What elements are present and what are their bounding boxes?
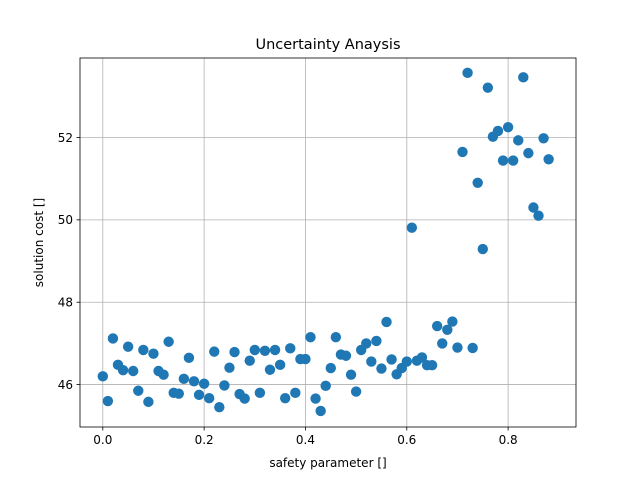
data-point [447, 316, 458, 327]
data-point [203, 392, 215, 404]
axes-frame [79, 57, 577, 428]
chart-title: Uncertainty Anaysis [255, 37, 400, 53]
x-tick-label: 0.8 [499, 433, 518, 447]
data-point [345, 369, 357, 380]
data-point [143, 396, 154, 408]
data-point [426, 360, 438, 371]
y-tick-label: 50 [58, 213, 73, 227]
data-point [477, 243, 488, 255]
x-tick-label: 0.2 [195, 433, 214, 447]
data-point [122, 341, 134, 352]
data-point [209, 346, 220, 357]
data-point [437, 338, 448, 349]
data-point [290, 387, 301, 399]
data-point [254, 387, 266, 399]
data-point [133, 385, 144, 396]
data-point [457, 146, 468, 158]
data-point [102, 395, 114, 407]
data-point [401, 356, 412, 367]
data-point [507, 155, 519, 166]
data-point [330, 332, 342, 343]
data-point [371, 335, 382, 347]
x-axis-label: safety parameter [] [269, 456, 386, 470]
data-point [518, 72, 529, 83]
x-tick-label: 0.4 [296, 433, 315, 447]
data-point [467, 342, 478, 354]
data-point [183, 352, 195, 364]
data-point [325, 362, 336, 374]
data-point [340, 350, 352, 361]
data-point [502, 121, 514, 133]
y-tick-label: 52 [58, 131, 73, 145]
data-point [305, 332, 316, 343]
x-tick-label: 0.0 [93, 433, 112, 447]
data-point [406, 222, 418, 233]
data-point [163, 336, 174, 347]
data-point [431, 320, 443, 332]
data-point [492, 125, 504, 137]
data-point [310, 393, 321, 404]
data-point [320, 380, 331, 392]
data-point [513, 135, 524, 146]
x-tick-label: 0.6 [397, 433, 416, 447]
data-point [173, 388, 184, 399]
data-point [386, 354, 397, 365]
data-point [482, 82, 494, 93]
data-point [452, 342, 463, 353]
data-point [462, 67, 473, 79]
data-point [239, 393, 250, 404]
data-points [97, 67, 554, 417]
data-point [274, 359, 286, 371]
data-point [538, 133, 549, 144]
data-point [315, 405, 326, 417]
data-point [214, 402, 225, 413]
data-point [416, 352, 428, 363]
data-point [376, 363, 387, 374]
data-point [366, 356, 377, 367]
data-point [188, 376, 200, 387]
axis-ticks: 0.0 0.2 0.4 0.6 0.8 46 48 50 52 [58, 131, 518, 447]
data-point [279, 392, 291, 404]
data-point [97, 371, 108, 382]
data-point [158, 369, 169, 380]
data-point [259, 345, 271, 357]
data-point [300, 353, 311, 365]
data-point [224, 362, 235, 373]
data-point [523, 147, 534, 159]
data-point [497, 155, 509, 166]
data-point [361, 338, 372, 349]
data-point [285, 343, 296, 354]
data-point [244, 355, 255, 366]
data-point [533, 210, 544, 221]
data-point [472, 177, 483, 188]
data-point [117, 364, 129, 376]
data-point [148, 348, 159, 359]
y-tick-label: 48 [58, 296, 73, 310]
data-point [178, 373, 190, 385]
data-point [107, 333, 119, 344]
data-point [193, 389, 205, 401]
data-point [219, 380, 230, 391]
data-point [442, 324, 453, 336]
y-axis-label: solution cost [] [32, 198, 46, 287]
data-point [138, 344, 149, 356]
data-point [249, 344, 260, 356]
y-tick-label: 46 [58, 378, 73, 392]
data-point [543, 154, 554, 165]
data-point [127, 365, 139, 377]
data-point [350, 386, 362, 397]
data-point [381, 316, 392, 328]
data-point [528, 202, 539, 213]
data-point [198, 378, 210, 389]
data-point [229, 346, 240, 358]
data-point [269, 344, 281, 356]
data-point [264, 364, 276, 375]
